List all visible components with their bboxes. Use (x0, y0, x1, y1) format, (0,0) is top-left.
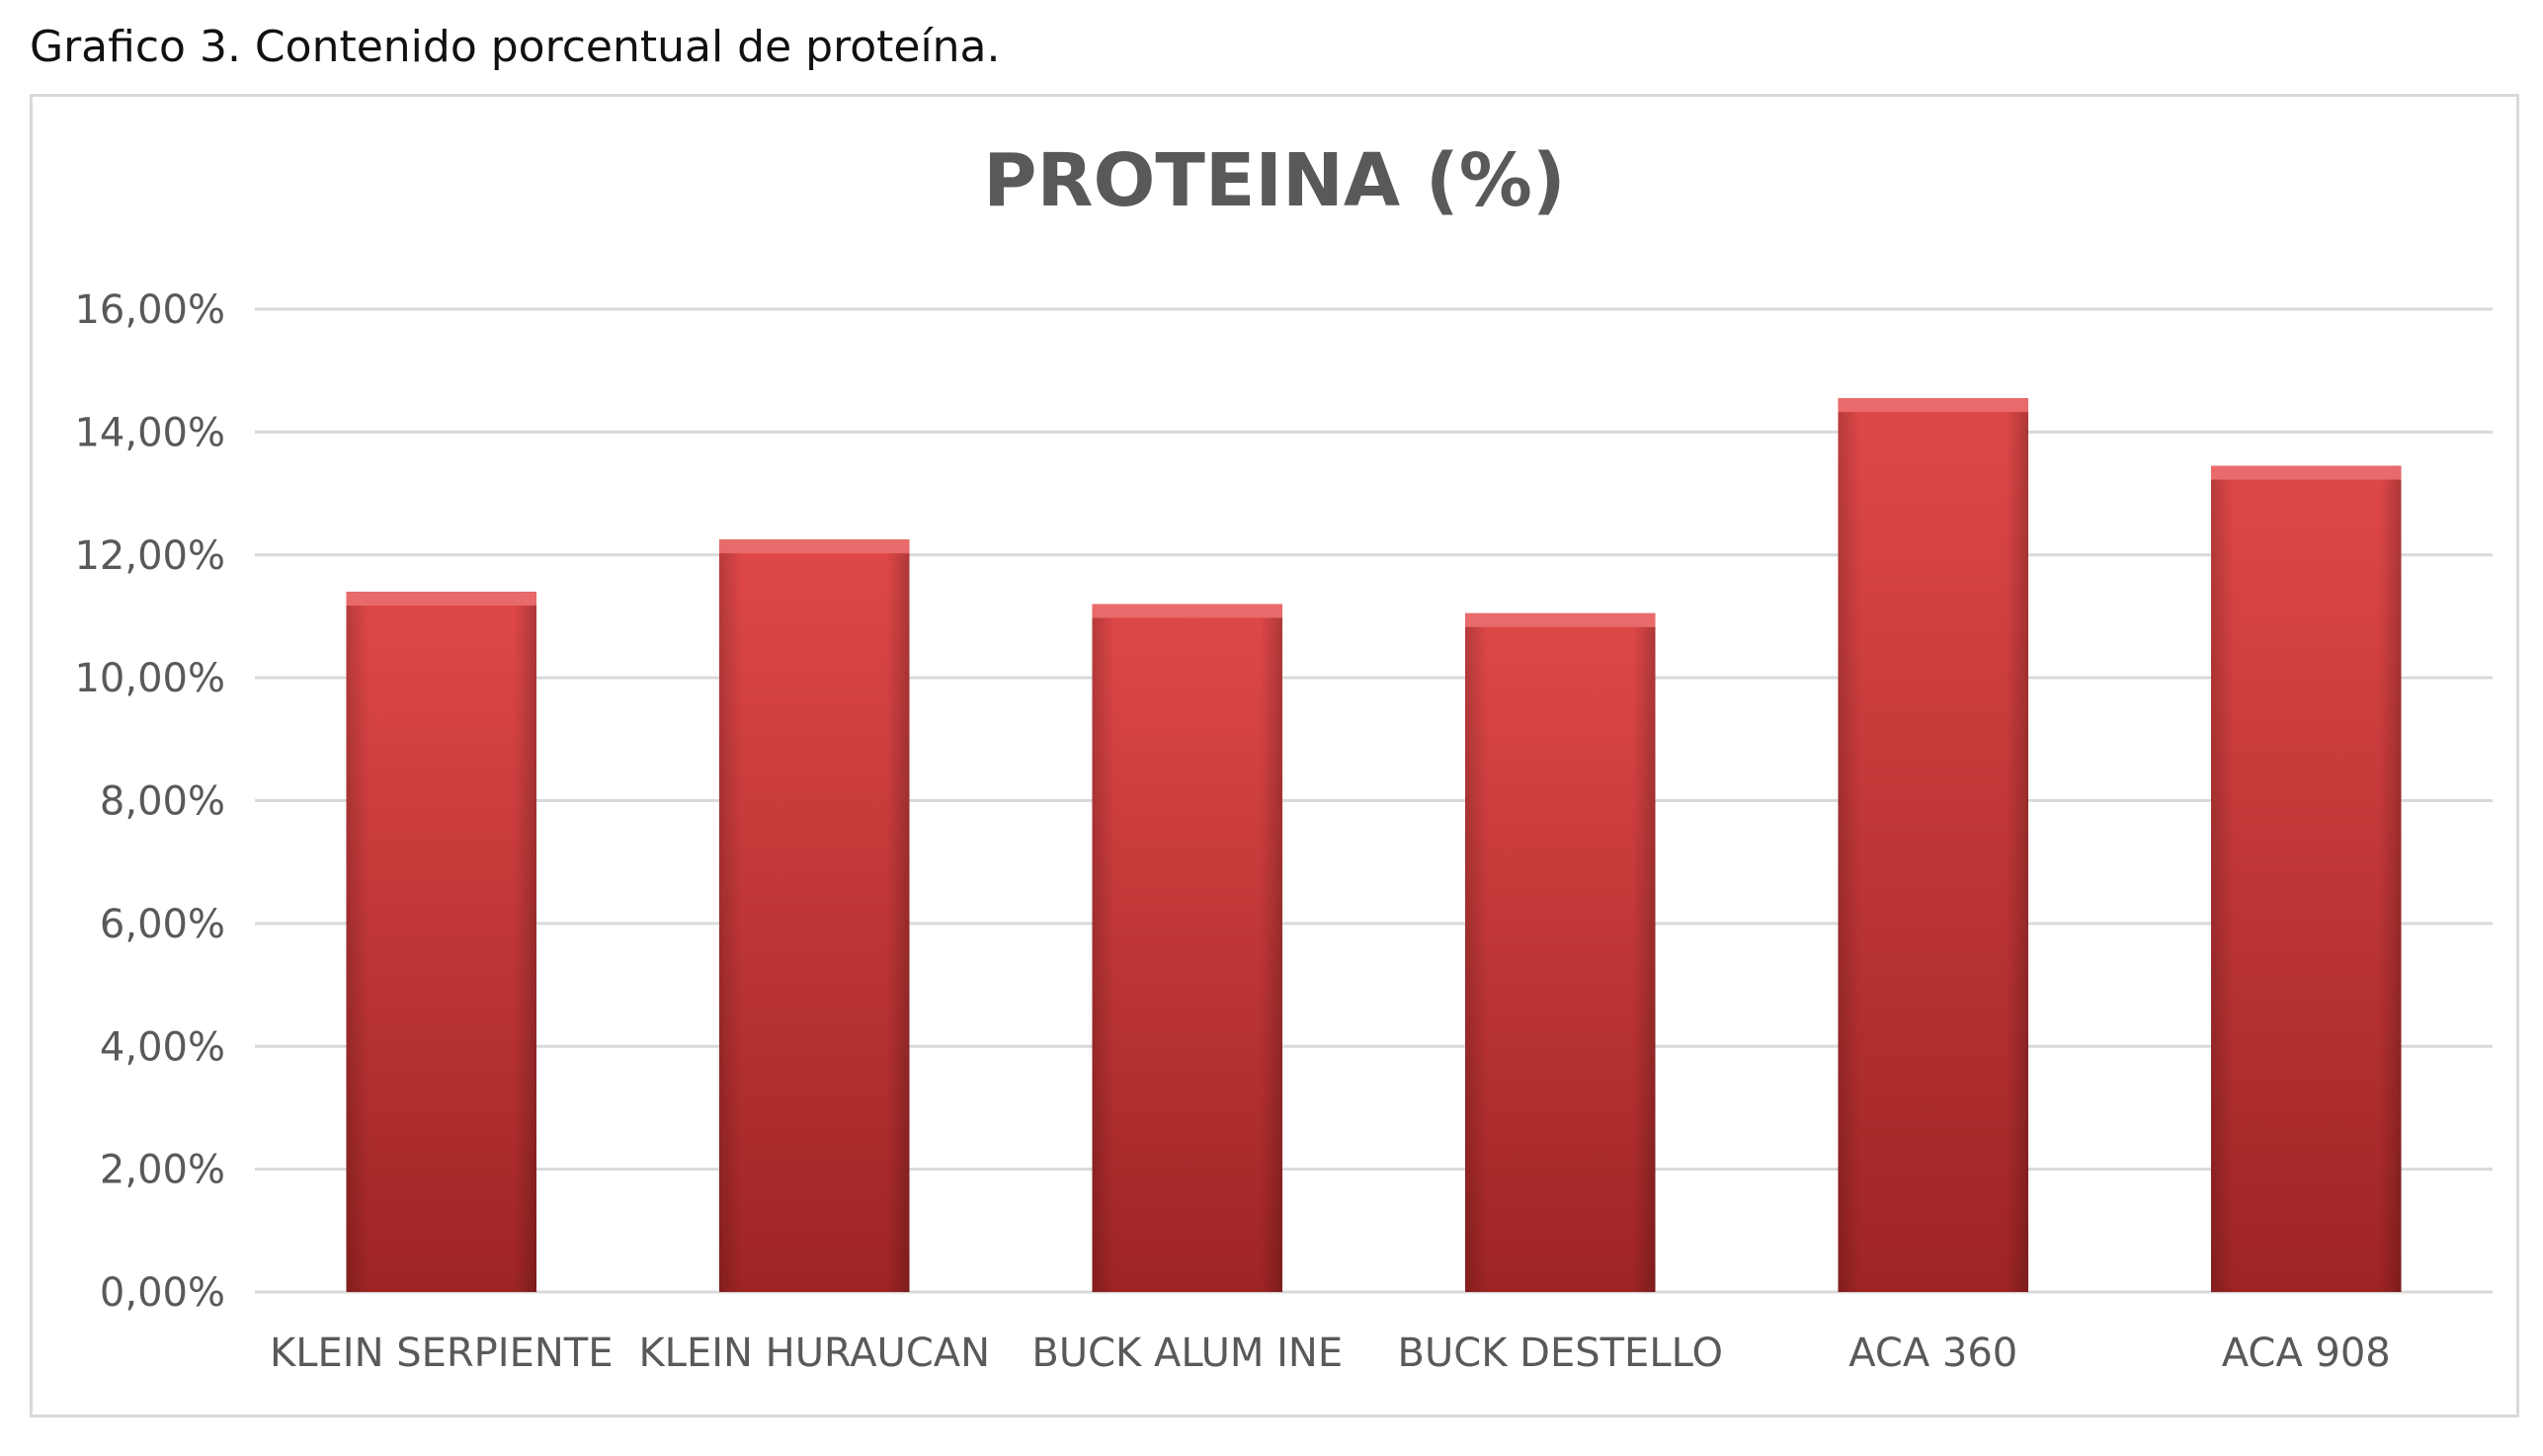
bar (1838, 398, 2029, 1292)
bar-shading (718, 539, 910, 1292)
bar (718, 539, 910, 1292)
y-tick-label: 0,00% (100, 1270, 225, 1316)
chart-frame: PROTEINA (%) 0,00% 2,00% 4,00% 6,00% 8,00% 10… (30, 94, 2519, 1417)
bar-top-bevel (2210, 465, 2402, 480)
bar-shading (1464, 612, 1656, 1292)
y-tick-label: 4,00% (100, 1024, 225, 1070)
bar-top-bevel (1838, 398, 2029, 413)
chart-title: PROTEINA (%) (983, 138, 1565, 223)
bar-shading (1092, 604, 1283, 1292)
bar-shading (346, 592, 537, 1292)
bar-chart: PROTEINA (%) 0,00% 2,00% 4,00% 6,00% 8,00% 10… (74, 138, 2493, 1376)
x-axis-category-labels: KLEIN SERPIENTE KLEIN HURAUCAN BUCK ALUM I… (270, 1331, 2391, 1376)
y-tick-label: 12,00% (74, 533, 225, 579)
bar (1464, 612, 1656, 1292)
bar-shading (1838, 398, 2029, 1292)
y-tick-label: 16,00% (74, 287, 225, 333)
figure-caption: Grafico 3. Contenido porcentual de prote… (30, 22, 1001, 72)
x-category-label: BUCK DESTELLO (1398, 1331, 1723, 1376)
bar (1092, 604, 1283, 1292)
bar-top-bevel (1092, 604, 1283, 618)
y-tick-label: 14,00% (74, 410, 225, 455)
x-category-label: ACA 908 (2222, 1331, 2391, 1376)
y-axis-tick-labels: 0,00% 2,00% 4,00% 6,00% 8,00% 10,00% 12,00% 14,… (74, 287, 225, 1316)
y-tick-label: 8,00% (100, 779, 225, 825)
x-category-label: KLEIN HURAUCAN (638, 1331, 990, 1376)
bar-shading (2210, 465, 2402, 1292)
bar (346, 592, 537, 1292)
x-category-label: BUCK ALUM INE (1031, 1331, 1343, 1376)
bars (346, 398, 2402, 1292)
gridlines (255, 307, 2493, 1294)
x-category-label: KLEIN SERPIENTE (270, 1331, 614, 1376)
y-tick-label: 2,00% (100, 1148, 225, 1193)
bar-top-bevel (346, 592, 537, 607)
bar-top-bevel (1464, 612, 1656, 627)
y-tick-label: 10,00% (74, 656, 225, 701)
bar (2210, 465, 2402, 1292)
x-category-label: ACA 360 (1848, 1331, 2017, 1376)
y-tick-label: 6,00% (100, 902, 225, 947)
bar-top-bevel (718, 539, 910, 554)
